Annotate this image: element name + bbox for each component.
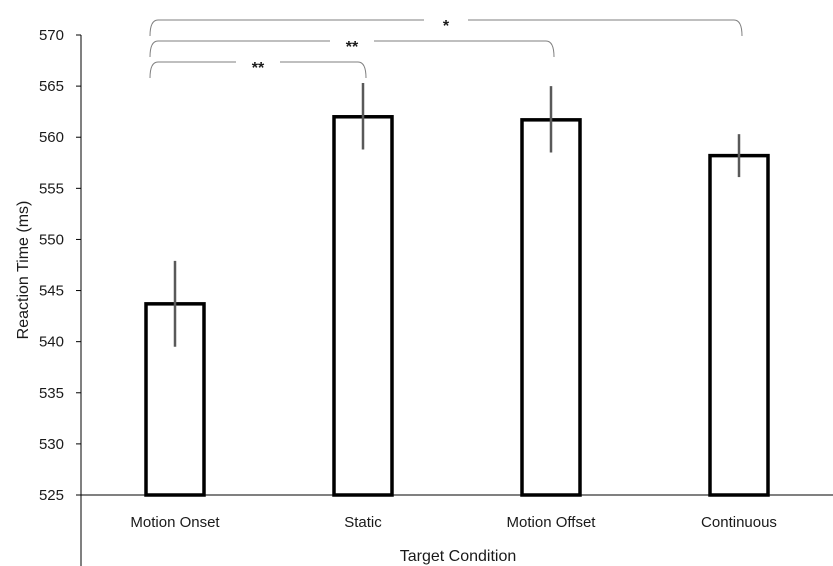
bar bbox=[520, 118, 582, 497]
y-tick-label: 535 bbox=[39, 385, 64, 402]
error-bars bbox=[173, 83, 741, 347]
significance-brackets: ***** bbox=[149, 18, 743, 79]
significance-label: * bbox=[443, 18, 450, 35]
y-tick-label: 565 bbox=[39, 78, 64, 95]
y-tick-label: 550 bbox=[39, 231, 64, 248]
axes: 525 530 535 540 545 550 555 560 565 570 Motion Ons… bbox=[39, 27, 833, 566]
significance-bracket bbox=[149, 19, 743, 37]
labels: Target Condition Reaction Time (ms) bbox=[15, 201, 516, 565]
x-category-label: Continuous bbox=[701, 514, 777, 531]
x-axis-title: Target Condition bbox=[400, 548, 517, 565]
significance-bracket bbox=[149, 40, 555, 58]
x-category-label: Motion Onset bbox=[130, 514, 220, 531]
bar bbox=[708, 153, 770, 497]
y-tick-label: 540 bbox=[39, 334, 64, 351]
significance-label: ** bbox=[252, 60, 265, 77]
y-tick-label: 570 bbox=[39, 27, 64, 44]
x-category-label: Static bbox=[344, 514, 382, 531]
x-category-label: Motion Offset bbox=[507, 514, 597, 531]
significance-label: ** bbox=[346, 39, 359, 56]
significance-bracket bbox=[149, 61, 367, 79]
y-axis-title: Reaction Time (ms) bbox=[15, 201, 32, 340]
y-tick-label: 525 bbox=[39, 487, 64, 504]
y-tick-label: 530 bbox=[39, 436, 64, 453]
y-tick-label: 555 bbox=[39, 180, 64, 197]
bar bbox=[332, 115, 394, 497]
y-tick-label: 545 bbox=[39, 283, 64, 300]
y-tick-label: 560 bbox=[39, 129, 64, 146]
bars bbox=[144, 115, 770, 497]
